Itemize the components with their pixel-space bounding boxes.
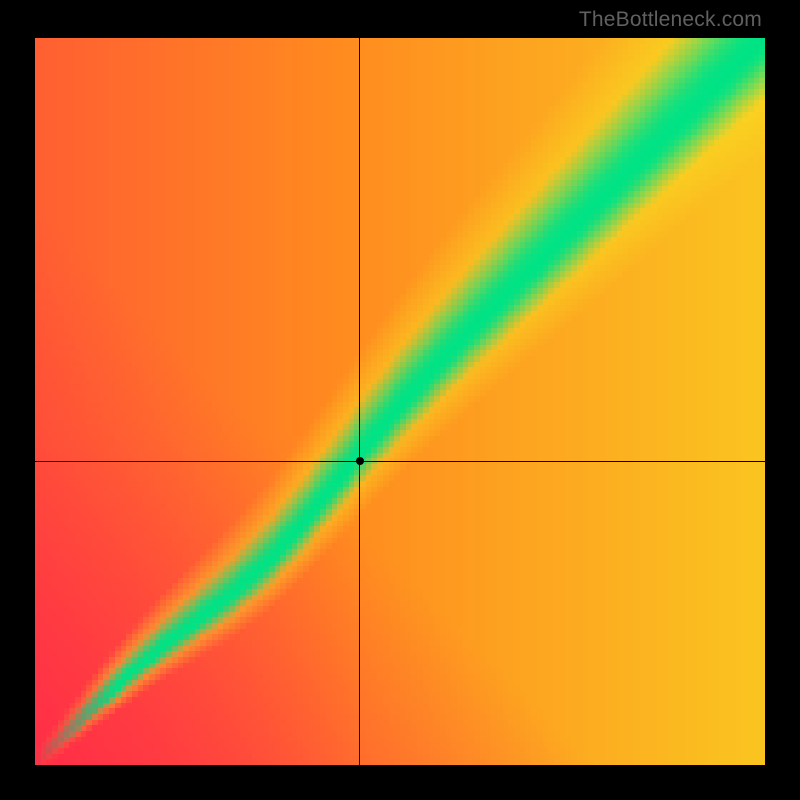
crosshair-dot <box>356 457 364 465</box>
crosshair-horizontal <box>35 461 765 462</box>
bottleneck-heatmap <box>35 38 765 765</box>
crosshair-vertical <box>359 38 360 765</box>
watermark-text: TheBottleneck.com <box>579 8 762 32</box>
